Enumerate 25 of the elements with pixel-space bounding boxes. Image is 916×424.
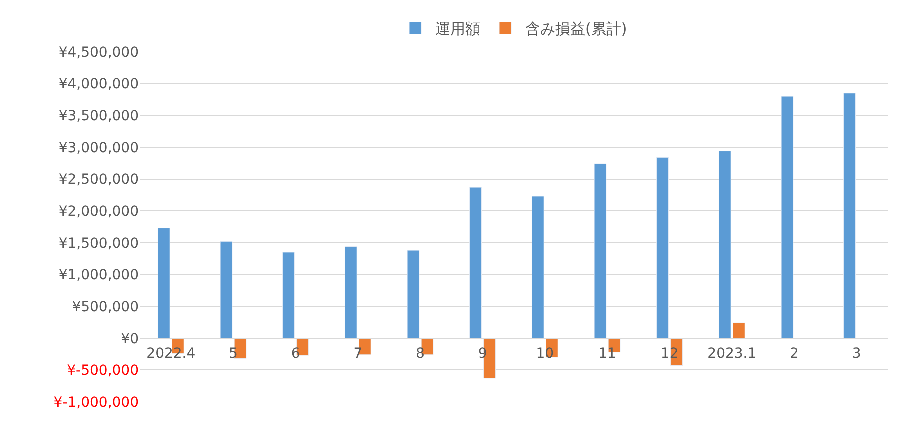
- x-tick-label: 7: [354, 346, 363, 362]
- x-tick-label: 2023.1: [708, 346, 757, 362]
- y-tick-label: ¥1,000,000: [58, 268, 139, 284]
- y-tick-label: ¥-1,000,000: [54, 394, 139, 411]
- y-tick-label: ¥3,000,000: [58, 140, 139, 156]
- y-tick-label: ¥500,000: [72, 299, 139, 316]
- y-tick-label: ¥0: [121, 331, 139, 348]
- x-tick-label: 8: [416, 346, 425, 362]
- bar: [844, 93, 856, 339]
- x-tick-label: 10: [536, 346, 554, 362]
- bar: [781, 96, 794, 339]
- x-tick-label: 2022.4: [146, 346, 196, 362]
- x-tick-label: 3: [852, 346, 862, 362]
- legend-label: 含み損益(累計): [526, 20, 628, 38]
- legend-label: 運用額: [436, 20, 480, 38]
- y-tick-label: ¥1,500,000: [58, 236, 139, 252]
- y-tick-label: ¥-500,000: [67, 363, 139, 380]
- y-tick-label: ¥3,500,000: [58, 108, 139, 125]
- x-tick-label: 6: [291, 346, 300, 362]
- y-tick-label: ¥2,500,000: [58, 172, 139, 188]
- y-tick-label: ¥4,500,000: [58, 44, 139, 61]
- x-tick-label: 2: [790, 346, 799, 362]
- x-tick-label: 11: [598, 346, 616, 362]
- y-tick-label: ¥2,000,000: [58, 204, 139, 220]
- y-tick-label: ¥4,000,000: [58, 76, 139, 93]
